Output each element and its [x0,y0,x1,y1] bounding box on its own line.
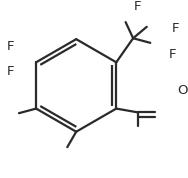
Text: O: O [177,84,187,97]
Text: F: F [169,48,176,61]
Text: F: F [7,65,14,78]
Text: F: F [134,0,141,13]
Text: F: F [7,40,14,53]
Text: F: F [171,22,179,35]
